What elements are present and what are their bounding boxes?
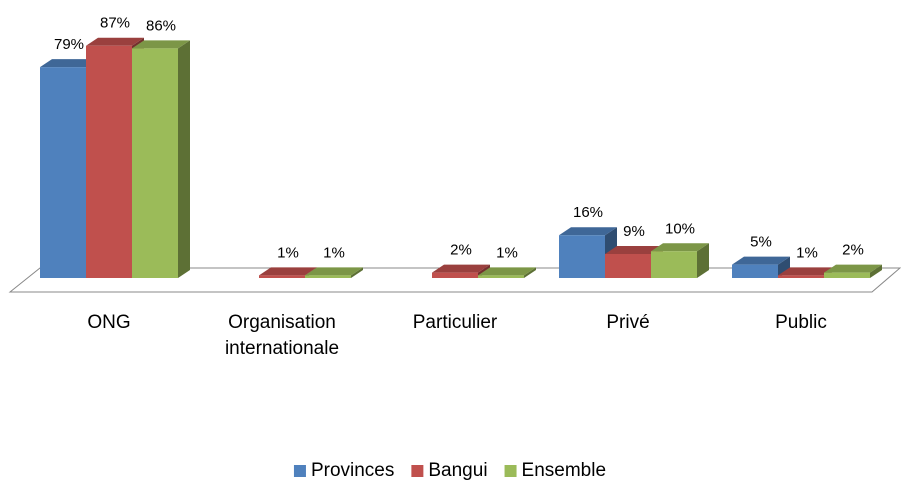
bar-side bbox=[697, 243, 709, 278]
data-label: 86% bbox=[146, 17, 176, 34]
bar-front bbox=[305, 275, 351, 278]
bar-side bbox=[178, 40, 190, 278]
data-label: 1% bbox=[323, 244, 345, 261]
bar-top bbox=[40, 59, 98, 68]
bar-front bbox=[732, 264, 778, 278]
bar-front bbox=[259, 275, 305, 278]
data-label: 1% bbox=[796, 244, 818, 261]
bar-front bbox=[605, 253, 651, 278]
bar-front bbox=[432, 272, 478, 278]
bar-top bbox=[651, 243, 709, 252]
bar-front bbox=[86, 45, 132, 279]
data-label: 1% bbox=[277, 244, 299, 261]
x-tick-label: Particulier bbox=[412, 312, 498, 333]
bar bbox=[651, 243, 709, 278]
bar-top bbox=[605, 245, 663, 254]
legend-label: Provinces bbox=[311, 460, 394, 481]
x-tick-label: Privé bbox=[606, 312, 650, 333]
bar-top bbox=[432, 264, 490, 273]
bar-top bbox=[732, 256, 790, 265]
bar-top bbox=[132, 40, 190, 49]
bar-front bbox=[40, 67, 86, 278]
legend-label: Bangui bbox=[428, 460, 487, 481]
data-label: 87% bbox=[100, 15, 130, 32]
bar-top bbox=[259, 267, 317, 276]
bar-front bbox=[559, 235, 605, 278]
x-tick-label: ONG bbox=[87, 312, 131, 333]
bar-side bbox=[351, 267, 363, 278]
bar-front bbox=[778, 275, 824, 278]
data-label: 2% bbox=[842, 242, 864, 259]
bar bbox=[732, 256, 790, 278]
bar-front bbox=[132, 48, 178, 278]
bar bbox=[132, 40, 190, 278]
bar-front bbox=[651, 251, 697, 278]
bar-side bbox=[870, 264, 882, 278]
bar bbox=[824, 264, 882, 278]
bar-side bbox=[778, 256, 790, 278]
bar-top bbox=[778, 267, 836, 276]
bar-front bbox=[478, 275, 524, 278]
bar-front bbox=[824, 272, 870, 278]
x-tick-label: Public bbox=[775, 312, 827, 333]
legend-swatch bbox=[411, 465, 424, 477]
bar-top bbox=[478, 267, 536, 276]
data-label: 1% bbox=[496, 244, 518, 261]
data-label: 79% bbox=[54, 36, 84, 53]
legend-label: Ensemble bbox=[522, 460, 607, 481]
legend-swatch bbox=[504, 465, 517, 477]
bar-top bbox=[305, 267, 363, 276]
data-label: 9% bbox=[623, 223, 645, 240]
bar bbox=[305, 267, 363, 278]
data-label: 16% bbox=[573, 204, 603, 221]
bar-side bbox=[524, 267, 536, 278]
data-label: 2% bbox=[450, 242, 472, 259]
bar-top bbox=[86, 37, 144, 46]
legend-swatch bbox=[293, 465, 306, 477]
bar-top bbox=[559, 227, 617, 236]
x-tick-label: Organisation internationale bbox=[224, 312, 340, 359]
data-label: 5% bbox=[750, 234, 772, 251]
bar bbox=[478, 267, 536, 278]
floor bbox=[8, 267, 901, 293]
bar-top bbox=[824, 264, 882, 273]
data-label: 10% bbox=[665, 220, 695, 237]
